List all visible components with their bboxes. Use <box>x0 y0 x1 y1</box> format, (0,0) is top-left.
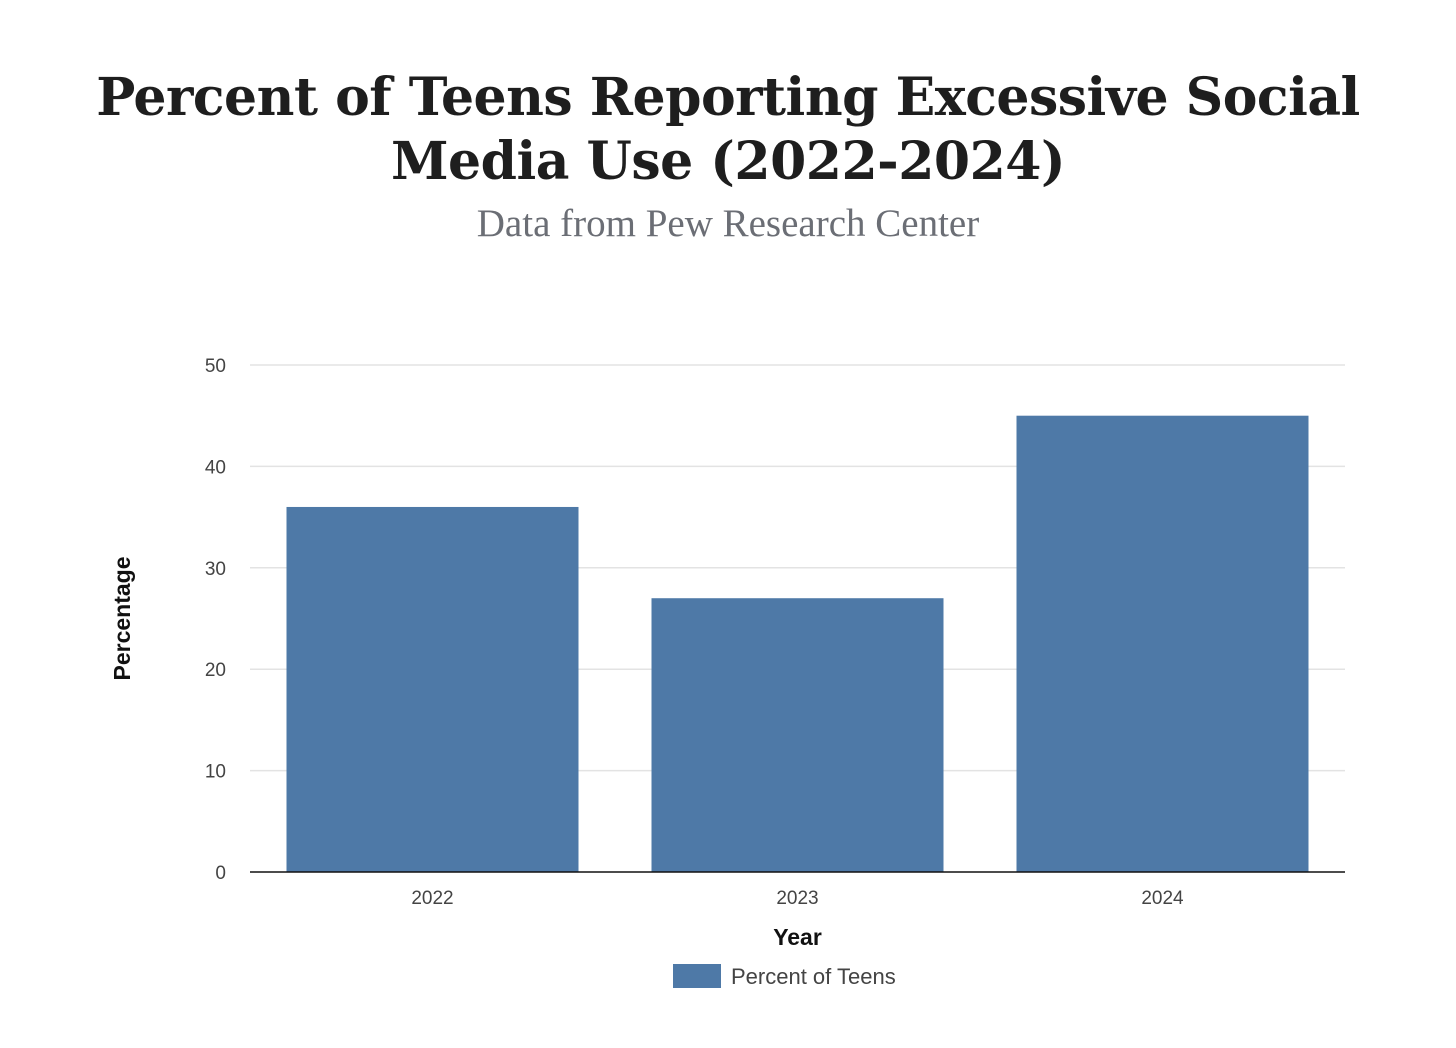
y-tick-label: 40 <box>205 457 226 478</box>
y-axis-title: Percentage <box>109 556 135 680</box>
x-tick-label: 2022 <box>411 888 453 909</box>
bar-2022 <box>286 506 579 872</box>
bar-2024 <box>1016 415 1309 872</box>
chart-title: Percent of Teens Reporting Excessive Soc… <box>96 67 1360 192</box>
chart-subtitle: Data from Pew Research Center <box>476 202 980 245</box>
bars <box>286 415 1309 872</box>
legend: Percent of Teens <box>673 964 896 989</box>
x-axis-title: Year <box>773 924 822 950</box>
x-axis-ticks: 2022 2023 2024 <box>411 888 1184 909</box>
y-tick-label: 20 <box>205 660 226 681</box>
bar-2023 <box>651 598 944 872</box>
y-tick-label: 10 <box>205 762 226 783</box>
x-tick-label: 2024 <box>1141 888 1184 909</box>
y-tick-label: 50 <box>205 356 226 377</box>
y-axis-ticks: 0 10 20 30 40 50 <box>205 356 226 884</box>
y-tick-label: 0 <box>215 863 226 884</box>
y-tick-label: 30 <box>205 559 226 580</box>
legend-label: Percent of Teens <box>731 964 896 989</box>
x-tick-label: 2023 <box>776 888 818 909</box>
legend-swatch <box>673 964 721 988</box>
